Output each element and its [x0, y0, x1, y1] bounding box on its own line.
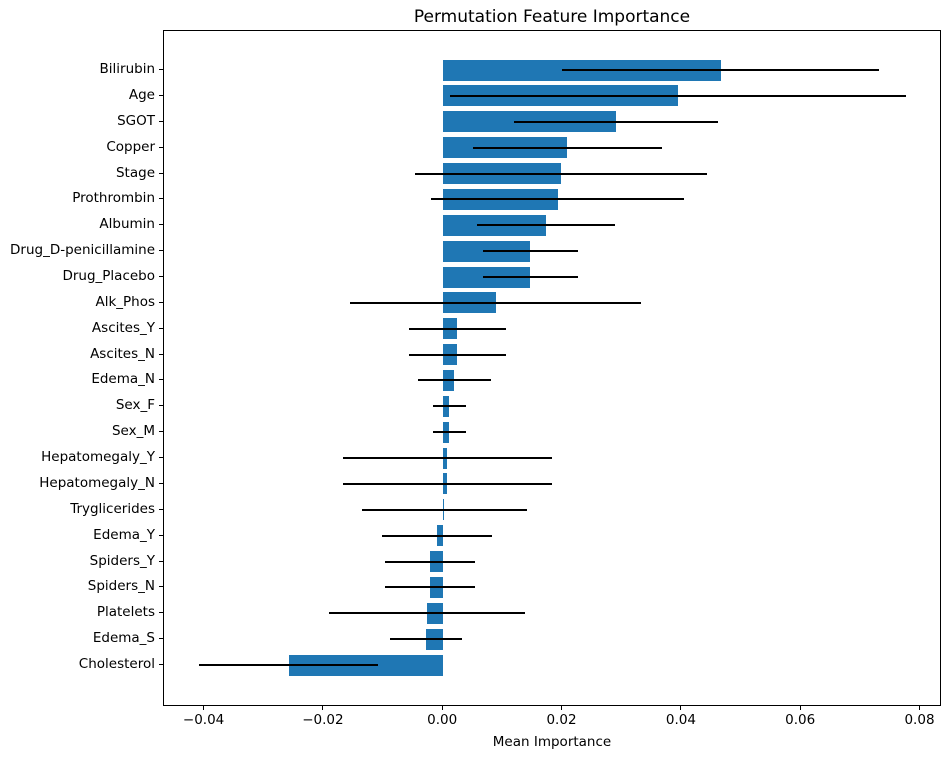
y-tick-mark: [159, 276, 163, 277]
y-tick-label: SGOT: [117, 112, 155, 129]
error-bar: [482, 276, 579, 278]
y-tick-mark: [159, 69, 163, 70]
x-tick: [322, 706, 324, 710]
y-tick-label: Spiders_N: [87, 578, 155, 595]
error-bar: [329, 612, 525, 615]
y-tick-label: Edema_N: [91, 371, 155, 388]
error-bar: [472, 146, 663, 149]
y-tick-mark: [159, 327, 163, 329]
y-tick-label: Platelets: [96, 604, 155, 621]
y-tick-label: Prothrombin: [72, 190, 155, 207]
x-tick-label: 0.02: [546, 712, 577, 728]
y-tick-mark: [159, 353, 163, 355]
y-tick-label: Edema_S: [92, 630, 155, 647]
y-tick-label: Alk_Phos: [95, 293, 155, 310]
error-bar: [476, 224, 615, 227]
y-tick-label: Sex_M: [111, 423, 155, 440]
y-tick-mark: [159, 431, 163, 433]
y-tick-label: Spiders_Y: [89, 552, 155, 569]
error-bar: [431, 198, 685, 201]
y-tick-mark: [159, 301, 163, 303]
y-tick-label: Ascites_N: [90, 345, 155, 362]
x-tick-label: 0.00: [427, 712, 458, 728]
x-tick: [799, 706, 801, 710]
y-tick-label: Albumin: [99, 216, 155, 233]
error-bar: [385, 586, 475, 589]
y-tick-mark: [159, 146, 163, 148]
y-tick-mark: [159, 224, 163, 226]
y-tick-label: Tryglicerides: [70, 500, 155, 517]
x-tick-label: −0.04: [182, 712, 225, 728]
y-tick-mark: [159, 457, 163, 459]
y-tick-label: Hepatomegaly_Y: [41, 449, 155, 466]
x-tick-label: 0.06: [785, 712, 816, 728]
x-tick: [561, 706, 562, 710]
y-tick-mark: [159, 379, 163, 381]
x-axis-label: Mean Importance: [492, 734, 612, 750]
error-bar: [450, 94, 907, 97]
error-bar: [514, 120, 719, 123]
error-bar: [415, 172, 708, 175]
y-tick-mark: [159, 120, 163, 122]
x-tick: [919, 706, 920, 710]
y-tick-label: Edema_Y: [93, 526, 155, 543]
error-bar: [199, 664, 379, 666]
error-bar: [361, 508, 528, 511]
y-tick-label: Stage: [115, 164, 155, 181]
y-tick-label: Age: [128, 86, 155, 103]
y-tick-mark: [159, 586, 163, 588]
y-tick-label: Drug_D-penicillamine: [10, 242, 155, 259]
error-bar: [343, 482, 552, 485]
y-tick-mark: [159, 482, 163, 484]
y-tick-mark: [159, 534, 163, 536]
y-tick-mark: [159, 508, 163, 510]
y-tick-label: Bilirubin: [99, 61, 156, 77]
y-tick-label: Hepatomegaly_N: [39, 474, 155, 491]
y-tick-label: Drug_Placebo: [62, 268, 155, 284]
y-tick-label: Sex_F: [115, 397, 155, 414]
x-tick: [441, 706, 443, 710]
y-tick-mark: [159, 560, 163, 562]
y-tick-label: Ascites_Y: [91, 319, 155, 336]
x-tick: [203, 706, 205, 710]
y-tick-mark: [159, 638, 163, 640]
y-tick-mark: [159, 250, 163, 252]
x-tick: [680, 706, 682, 710]
y-tick-label: Cholesterol: [78, 656, 155, 672]
y-tick-mark: [159, 94, 163, 96]
error-bar: [409, 327, 506, 330]
error-bar: [432, 431, 466, 434]
error-bar: [482, 250, 579, 253]
error-bar: [409, 353, 506, 356]
error-bar: [432, 405, 466, 408]
x-tick-label: −0.02: [302, 712, 344, 728]
error-bar: [418, 379, 491, 382]
y-tick-mark: [159, 405, 163, 407]
y-tick-mark: [159, 612, 163, 614]
error-bar: [343, 457, 552, 460]
plot-area: [163, 30, 941, 706]
error-bar: [385, 560, 475, 563]
error-bar: [561, 69, 880, 71]
error-bar: [350, 301, 642, 304]
y-tick-label: Copper: [106, 138, 155, 155]
x-tick-label: 0.04: [665, 712, 696, 728]
error-bar: [381, 534, 492, 537]
x-tick-label: 0.08: [904, 712, 935, 728]
y-tick-mark: [159, 664, 163, 665]
y-tick-mark: [159, 172, 163, 174]
chart-title: Permutation Feature Importance: [413, 7, 691, 27]
error-bar: [390, 638, 462, 641]
y-tick-mark: [159, 198, 163, 200]
